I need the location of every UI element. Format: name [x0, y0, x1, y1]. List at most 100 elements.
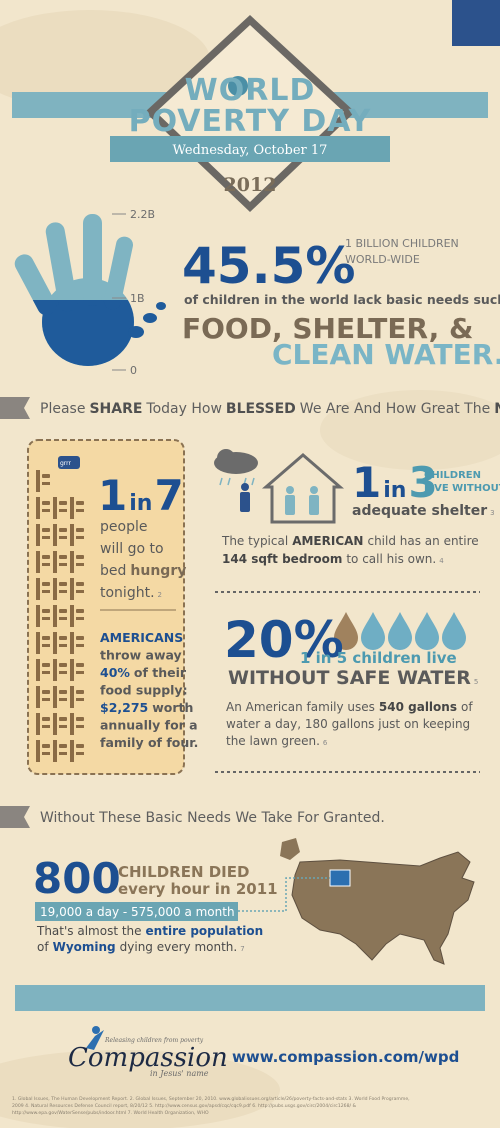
shelter-label-part: LIVE WITHOUT [424, 483, 500, 494]
tagline: Releasing children from poverty [104, 1037, 204, 1044]
texture [320, 390, 500, 470]
utensil [36, 632, 40, 654]
sources-part: 2009 4. Natural Resources Defense Counci… [12, 1103, 357, 1109]
utensil [53, 713, 57, 735]
water-text-part: 6 [323, 739, 328, 747]
share-banner: Please SHARE Today How BLESSED We Are And Ho… [40, 401, 500, 417]
utensil [76, 671, 84, 674]
ratio-part: 7 [154, 471, 183, 520]
utensil [42, 509, 50, 512]
utensil [59, 698, 67, 701]
utensil [59, 617, 67, 620]
cloud [217, 449, 235, 467]
died-label-part: every hour in 2011 [118, 880, 278, 898]
ratio-part: in [129, 491, 152, 516]
stat: 45.5% [182, 237, 355, 295]
utensil [76, 717, 84, 721]
utensil [59, 636, 67, 640]
utensil [42, 536, 50, 539]
utensil [53, 605, 57, 627]
wyoming-text: of Wyoming dying every month. 7 [37, 940, 245, 954]
texture [0, 1050, 280, 1128]
utensil [76, 536, 84, 539]
wyoming-text-part: entire population [146, 924, 264, 938]
utensil [59, 644, 67, 647]
utensil [53, 740, 57, 762]
utensil [42, 555, 50, 559]
alaska [280, 838, 300, 860]
utensil [42, 482, 50, 485]
date: Wednesday, October 17 [173, 143, 328, 158]
wyoming-text: That's almost the entire population [36, 924, 263, 938]
utensil [36, 740, 40, 762]
died-label-part: CHILDREN DIED [118, 863, 249, 881]
sources-part: http://www.epa.gov/WaterSense/pubs/indoo… [12, 1110, 209, 1116]
water-ratio: 1 in 5 children live [300, 649, 457, 667]
utensil [42, 644, 50, 647]
water-text: water a day, 180 gallons just on keeping [226, 717, 470, 731]
motto: in Jesus' name [150, 1069, 209, 1078]
thumb [128, 326, 144, 338]
count: WORLD-WIDE [345, 253, 420, 266]
scale-label: 2.2B [130, 208, 155, 221]
utensil [36, 470, 40, 492]
waste-text: food supply: [100, 683, 188, 698]
shelter-text: 144 sqft bedroom to call his own. 4 [222, 552, 444, 566]
shelter-text-part: AMERICAN [292, 534, 363, 548]
shelter-text-part: 144 sqft bedroom [222, 552, 342, 566]
hunger-text: tonight. 2 [100, 585, 162, 601]
utensil [42, 671, 50, 674]
shelter-text-part: to call his own. [346, 552, 436, 566]
utensil [42, 609, 50, 613]
needs-part: FOOD, SHELTER, & [182, 312, 473, 345]
utensil [59, 663, 67, 667]
water-text-part: the lawn green. [226, 734, 320, 748]
utensil [76, 752, 84, 755]
utensil [59, 725, 67, 728]
wyoming-text-part: of [37, 940, 49, 954]
utensil [53, 497, 57, 519]
sources: 2009 4. Natural Resources Defense Counci… [12, 1103, 357, 1109]
wyoming [329, 869, 351, 887]
utensil [42, 663, 50, 667]
utensil [76, 501, 84, 505]
waste-text: annually for a [100, 718, 198, 733]
banner-tab [0, 397, 30, 419]
utensil [76, 744, 84, 748]
utensil [36, 605, 40, 627]
basics-banner: Without These Basic Needs We Take For Gr… [40, 810, 385, 826]
utensil [42, 474, 50, 478]
utensil [76, 528, 84, 532]
died-label: CHILDREN DIED [118, 863, 249, 881]
utensil [36, 578, 40, 600]
share-banner-part: Today How [145, 401, 221, 417]
utensil [59, 555, 67, 559]
wyoming-text-part: 7 [240, 945, 244, 953]
ratio: 1in3 [352, 458, 438, 507]
scale-label: 1B [130, 292, 145, 305]
shelter-label-part: CHILDREN [424, 470, 481, 481]
shelter-text-part: The typical [221, 534, 288, 548]
share-banner-part: Please [40, 401, 85, 417]
sources: 1. Global Issues, The Human Development … [12, 1096, 410, 1102]
share-banner-part: SHARE [89, 401, 142, 417]
utensil [42, 501, 50, 505]
needs: CLEAN WATER.1 [272, 338, 500, 371]
hunger-text: people [100, 519, 147, 535]
utensil [42, 717, 50, 721]
ratio: 1in7 [98, 471, 184, 520]
utensil [76, 698, 84, 701]
shelter-subject-part: adequate shelter [352, 503, 487, 519]
scale-label-part: 2.2B [130, 208, 155, 221]
scale-label-part: 0 [130, 364, 137, 377]
children-icon [285, 486, 319, 515]
wyoming-text-part: Wyoming [53, 940, 116, 954]
shelter-text: The typical AMERICAN child has an entire [221, 534, 479, 548]
utensil [59, 501, 67, 505]
scale-label: 0 [130, 364, 137, 377]
share-banner-part: BLESSED [226, 401, 296, 417]
water-text-part: An American family uses [226, 700, 375, 714]
title: POVERTY DAY [129, 104, 372, 139]
date-ribbon [110, 136, 390, 162]
